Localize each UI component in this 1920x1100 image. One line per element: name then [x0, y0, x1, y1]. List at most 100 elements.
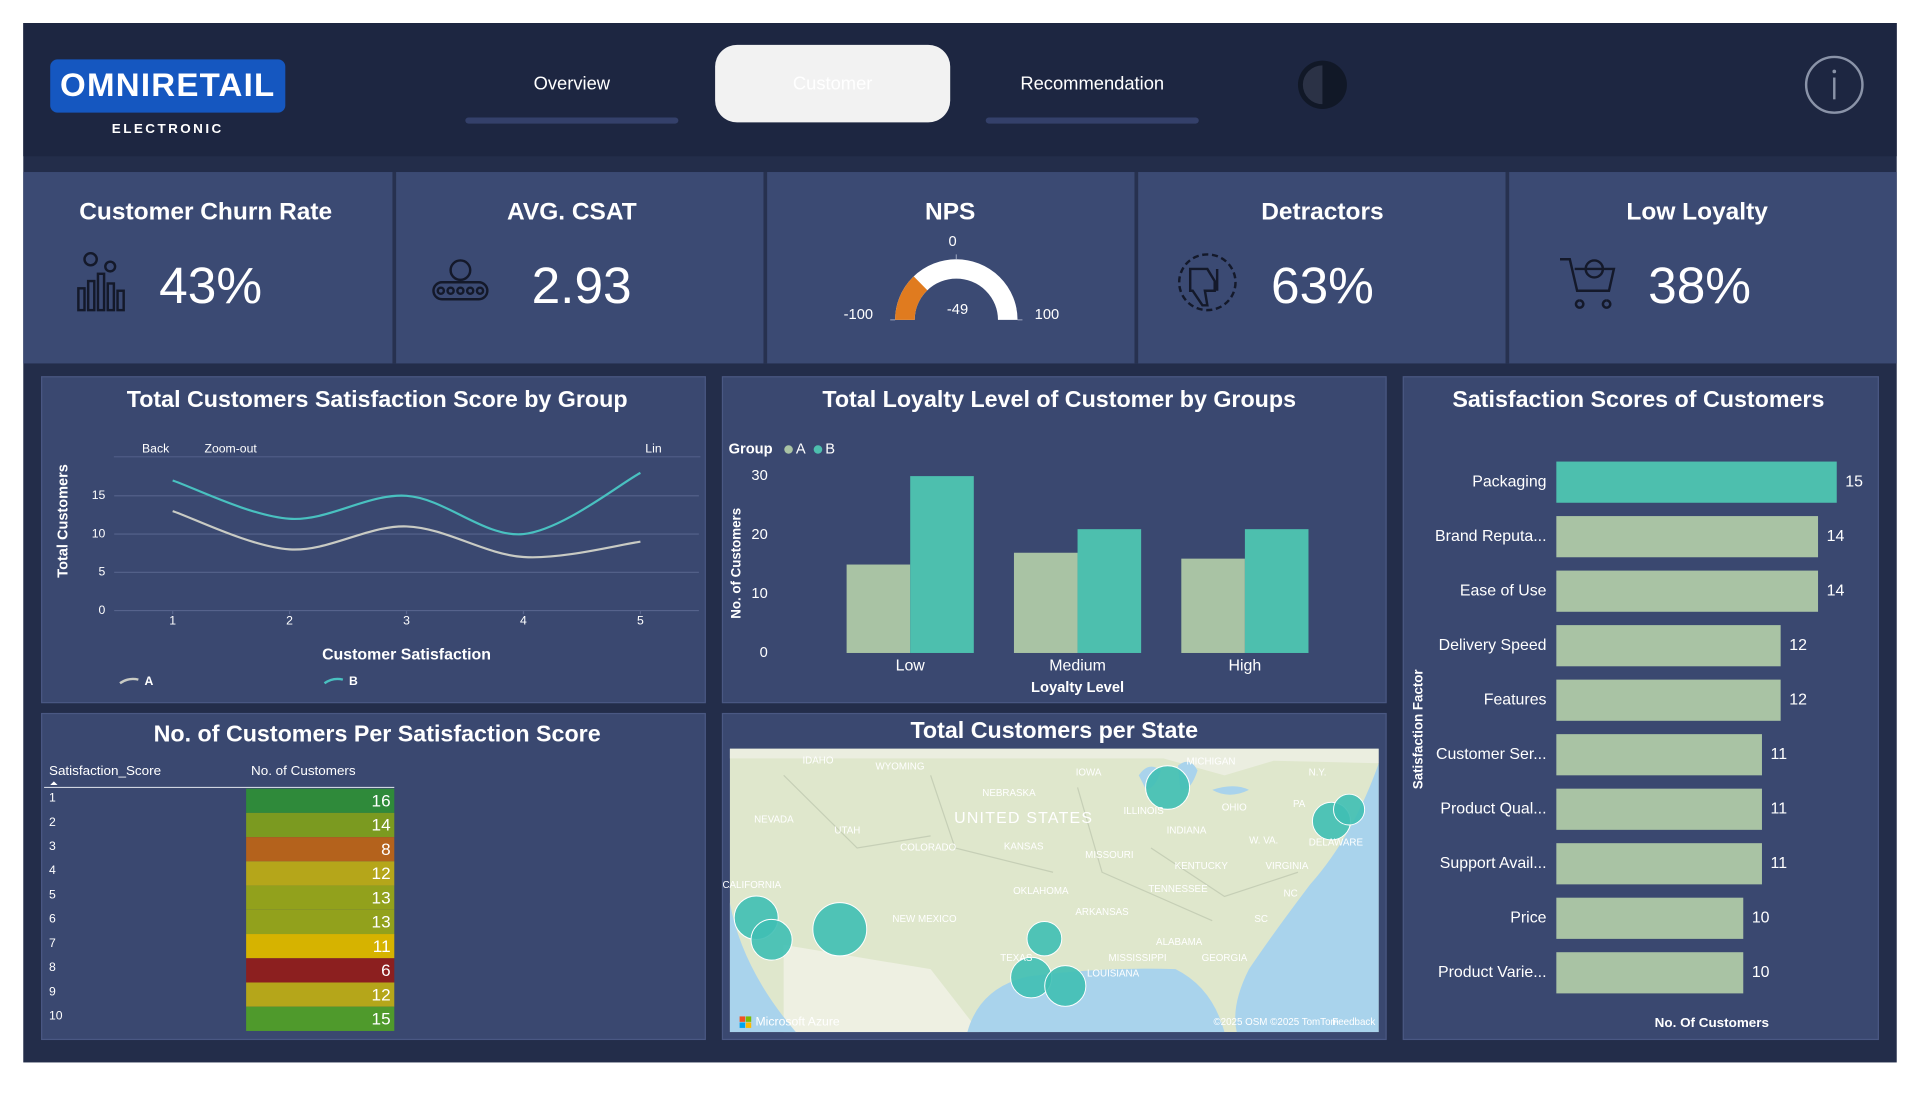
- map-label: TENNESSEE: [1148, 884, 1208, 895]
- icon-csat: [446, 286, 455, 295]
- map-label: GEORGIA: [1202, 953, 1248, 964]
- bar: [1556, 516, 1819, 558]
- map-label: TEXAS: [1000, 953, 1033, 964]
- ms-logo: [745, 1016, 752, 1022]
- y-tick-label: 20: [751, 527, 767, 543]
- legend-label: A: [144, 674, 153, 688]
- icon-detractor: [1177, 253, 1237, 312]
- cell-value: 15: [372, 1010, 391, 1029]
- chart-title: Total Loyalty Level of Customer by Group…: [822, 386, 1296, 412]
- cell-value: 16: [372, 792, 391, 811]
- bubble: [812, 902, 868, 957]
- map-label: VIRGINIA: [1265, 861, 1308, 872]
- map-label: DELAWARE: [1309, 838, 1364, 849]
- cell-value: 8: [381, 840, 391, 859]
- map-label: UNITED STATES: [954, 810, 1093, 827]
- bar: [1013, 552, 1078, 653]
- kpi-value: 43%: [159, 257, 262, 314]
- y-tick-label: 10: [751, 586, 767, 602]
- bar: [1077, 529, 1142, 653]
- legend-dot: [784, 445, 793, 454]
- ms-logo: [739, 1022, 746, 1028]
- map-label: INDIANA: [1167, 826, 1207, 837]
- header-bar: [23, 23, 1897, 157]
- logo-subtitle: ELECTRONIC: [112, 121, 224, 136]
- map-border: [930, 775, 1054, 873]
- bar: [1556, 897, 1744, 939]
- x-tick-label: 5: [637, 614, 644, 628]
- map-label: OKLAHOMA: [1013, 886, 1069, 897]
- y-axis-label: No. of Customers: [729, 508, 744, 619]
- row-label: 3: [49, 839, 56, 853]
- y-tick-label: 5: [99, 565, 106, 579]
- sort-arrow: [50, 781, 58, 786]
- map-label: KENTUCKY: [1175, 861, 1229, 872]
- data-label: 11: [1771, 800, 1788, 817]
- icon-detractor: [1188, 267, 1219, 307]
- logo-badge: [50, 59, 286, 113]
- ms-logo: [739, 1016, 746, 1022]
- map-label: MICHIGAN: [1187, 757, 1236, 768]
- y-tick-label: 10: [92, 526, 106, 540]
- cell-background: [246, 885, 395, 910]
- x-axis-label: No. Of Customers: [1655, 1015, 1769, 1030]
- toolbar-button[interactable]: Lin: [645, 442, 661, 456]
- x-axis-label: Customer Satisfaction: [322, 647, 491, 664]
- bar: [1181, 558, 1245, 653]
- map-label: ALABAMA: [1156, 937, 1203, 948]
- tab-active-bg[interactable]: [715, 44, 951, 123]
- cell-background: [246, 837, 395, 862]
- chart-title: Total Customers per State: [910, 717, 1198, 743]
- x-tick-label: Medium: [1049, 658, 1106, 675]
- map-border: [1076, 787, 1213, 922]
- map-label: MISSOURI: [1085, 850, 1133, 861]
- y-tick-label: Price: [1510, 910, 1546, 927]
- bar: [1556, 625, 1781, 667]
- data-label: 15: [1845, 473, 1863, 490]
- bar: [1556, 679, 1781, 721]
- column-header: Satisfaction_Score: [49, 763, 161, 778]
- x-tick-label: 4: [520, 614, 527, 628]
- legend-dot: [813, 445, 823, 454]
- cell-background: [246, 861, 395, 886]
- theme-toggle-half: [1302, 65, 1323, 105]
- map-label: N.Y.: [1309, 768, 1327, 779]
- bubble: [1145, 765, 1191, 810]
- toolbar-button[interactable]: Zoom-out: [204, 442, 257, 456]
- map-label: PA: [1293, 799, 1306, 810]
- bar: [1556, 788, 1762, 830]
- x-axis-label: Loyalty Level: [1031, 680, 1124, 696]
- cell-value: 11: [373, 937, 391, 956]
- tab[interactable]: Overview: [534, 73, 611, 94]
- kpi-title: Low Loyalty: [1626, 199, 1768, 226]
- cell-value: 12: [372, 985, 391, 1004]
- map-water: [1138, 761, 1249, 795]
- info-button[interactable]: [1804, 55, 1864, 114]
- data-label: 14: [1827, 582, 1845, 599]
- row-label: 8: [49, 960, 56, 974]
- toolbar-button[interactable]: Back: [142, 442, 170, 456]
- data-label: 10: [1752, 910, 1770, 927]
- cell-background: [246, 934, 395, 959]
- icon-cart: [1560, 258, 1616, 309]
- map-label: NC: [1284, 889, 1298, 900]
- tab-underline: [985, 117, 1199, 124]
- map-label: IDAHO: [802, 755, 833, 766]
- map-label: NEW MEXICO: [892, 914, 957, 925]
- tab[interactable]: Customer: [793, 73, 873, 94]
- tab[interactable]: Recommendation: [1020, 73, 1164, 94]
- icon-csat: [475, 286, 485, 295]
- map-border: [1150, 847, 1299, 898]
- logo: OMNIRETAIL: [60, 66, 275, 103]
- y-tick-label: Customer Ser...: [1436, 746, 1547, 763]
- icon-churn: [96, 272, 106, 312]
- legend-swatch: [119, 677, 139, 685]
- bar: [1556, 843, 1762, 885]
- row-label: 6: [49, 912, 56, 926]
- legend-swatch: [323, 677, 344, 685]
- cell-value: 14: [372, 816, 391, 835]
- data-label: 14: [1827, 528, 1845, 545]
- map-mexico: [783, 944, 980, 1033]
- map-canada: [729, 748, 1379, 776]
